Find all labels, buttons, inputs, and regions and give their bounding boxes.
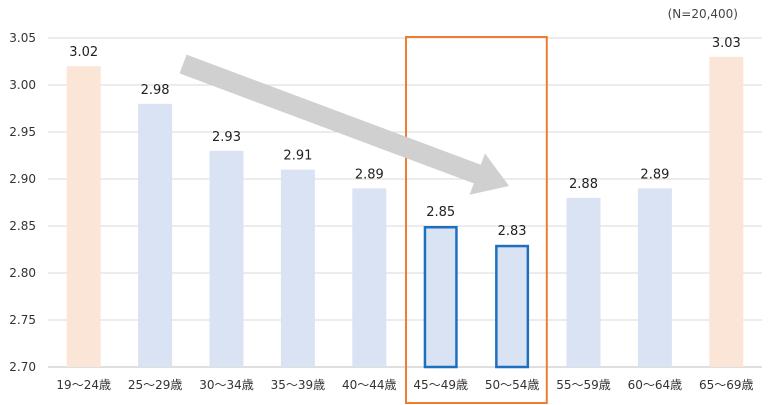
category-label: 55～59歳 [556,378,611,392]
y-tick-label: 2.80 [9,266,36,280]
category-label: 50～54歳 [485,378,540,392]
y-tick-label: 2.95 [9,125,36,139]
bar [209,150,244,367]
bar [352,188,387,367]
category-label: 40～44歳 [342,378,397,392]
data-label: 2.88 [569,177,598,192]
y-tick-label: 2.85 [9,219,36,233]
trend-arrow [179,54,510,195]
y-tick-label: 3.00 [9,78,36,92]
data-label: 3.02 [69,45,98,60]
data-label: 2.83 [498,224,527,239]
category-label: 60～64歳 [628,378,683,392]
bar [423,226,458,369]
highlight-box [405,36,548,404]
bar [566,197,601,367]
bar [138,103,173,368]
y-tick-label: 2.90 [9,172,36,186]
category-label: 45～49歳 [413,378,468,392]
category-label: 30～34歳 [199,378,254,392]
y-tick-label: 2.75 [9,313,36,327]
category-label: 19～24歳 [56,378,111,392]
category-label: 65～69歳 [699,378,754,392]
bar [66,66,101,367]
y-tick-label: 3.05 [9,31,36,45]
data-label: 2.91 [283,149,312,164]
data-label: 3.03 [712,36,741,51]
y-tick-label: 2.70 [9,360,36,374]
bar [637,188,672,367]
sample-size-note: (N=20,400) [668,7,738,21]
bar [280,169,315,367]
category-label: 35～39歳 [271,378,326,392]
data-label: 2.89 [355,167,384,182]
data-label: 2.85 [426,205,455,220]
category-label: 25～29歳 [128,378,183,392]
bar [709,56,744,368]
data-label: 2.89 [640,167,669,182]
data-label: 2.93 [212,130,241,145]
bar [495,244,530,369]
data-label: 2.98 [141,83,170,98]
